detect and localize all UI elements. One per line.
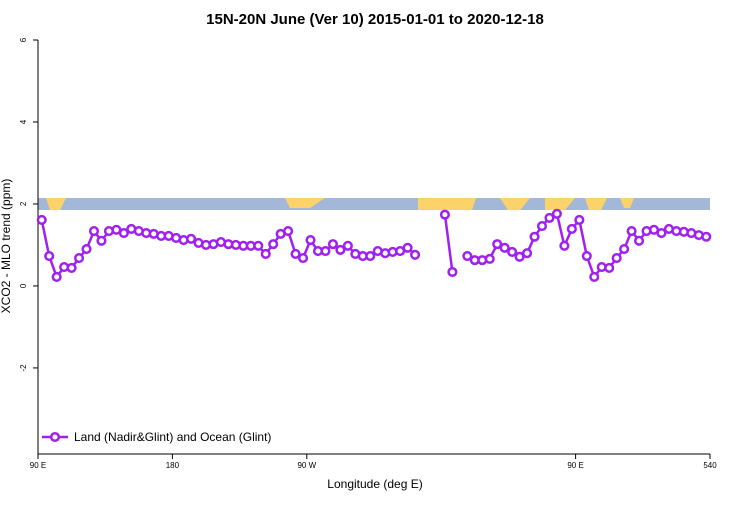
point bbox=[253, 240, 264, 251]
point bbox=[365, 250, 376, 262]
point bbox=[581, 250, 592, 262]
point bbox=[574, 214, 585, 225]
x-axis-label: Longitude (deg E) bbox=[327, 477, 422, 491]
point bbox=[410, 249, 421, 260]
x-tick-label: 90 E bbox=[567, 461, 583, 470]
point bbox=[260, 248, 271, 260]
y-axis-label: XCO2 - MLO trend (ppm) bbox=[0, 179, 13, 314]
point bbox=[290, 248, 301, 260]
point bbox=[492, 239, 503, 250]
point bbox=[327, 239, 338, 250]
point bbox=[634, 235, 645, 246]
point bbox=[447, 266, 458, 278]
point bbox=[74, 253, 85, 264]
point bbox=[66, 262, 77, 273]
point bbox=[507, 246, 518, 257]
point bbox=[283, 225, 294, 237]
legend-marker bbox=[49, 431, 61, 443]
point bbox=[305, 234, 316, 246]
point bbox=[701, 231, 712, 242]
point bbox=[611, 253, 622, 264]
point bbox=[589, 271, 600, 282]
point bbox=[604, 262, 615, 273]
point bbox=[36, 214, 47, 225]
point bbox=[566, 223, 577, 235]
map-strip bbox=[38, 198, 710, 210]
point bbox=[51, 271, 62, 282]
point bbox=[320, 246, 331, 257]
point bbox=[544, 212, 555, 223]
point bbox=[559, 240, 570, 251]
point bbox=[335, 244, 346, 255]
chart-title: 15N-20N June (Ver 10) 2015-01-01 to 2020… bbox=[206, 11, 544, 28]
y-tick-label: 6 bbox=[19, 37, 28, 42]
point bbox=[484, 253, 495, 264]
x-tick-label: 90 E bbox=[30, 461, 46, 470]
x-tick-label: 180 bbox=[166, 461, 180, 470]
point bbox=[626, 225, 637, 237]
point bbox=[298, 253, 309, 264]
y-tick-label: -2 bbox=[19, 364, 28, 372]
point bbox=[514, 251, 525, 262]
point bbox=[342, 240, 353, 251]
point bbox=[522, 248, 533, 259]
x-tick-label: 90 W bbox=[297, 461, 316, 470]
point bbox=[656, 228, 667, 239]
point bbox=[268, 239, 279, 250]
point bbox=[499, 242, 510, 253]
point bbox=[44, 250, 55, 262]
point bbox=[81, 243, 92, 255]
point bbox=[529, 231, 540, 242]
point bbox=[402, 242, 413, 253]
x-tick-label: 540 bbox=[703, 461, 717, 470]
point bbox=[536, 221, 548, 232]
point bbox=[88, 225, 100, 237]
point bbox=[439, 209, 450, 220]
point bbox=[186, 233, 197, 244]
point bbox=[551, 208, 562, 219]
y-tick-label: 2 bbox=[19, 201, 28, 206]
point bbox=[619, 243, 630, 255]
point bbox=[96, 235, 107, 246]
y-tick-label: 0 bbox=[19, 283, 28, 288]
legend-label: Land (Nadir&Glint) and Ocean (Glint) bbox=[74, 430, 271, 444]
point bbox=[118, 228, 129, 239]
point bbox=[462, 250, 473, 262]
y-tick-label: 4 bbox=[19, 119, 28, 124]
